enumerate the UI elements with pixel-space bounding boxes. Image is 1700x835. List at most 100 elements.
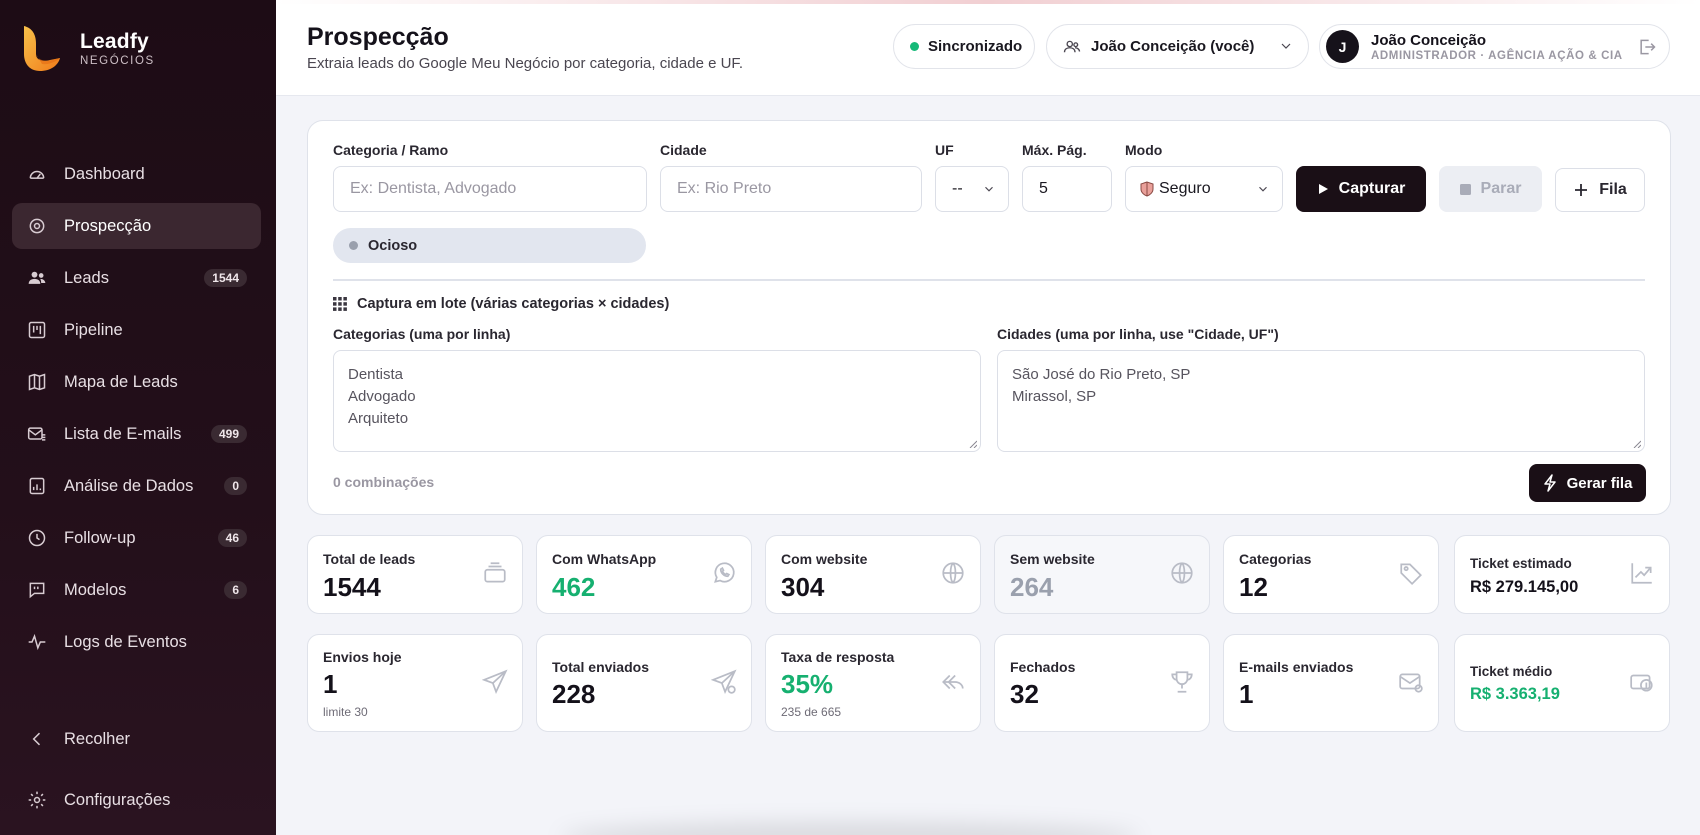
city-label: Cidade bbox=[660, 142, 707, 158]
maxpag-input[interactable]: 5 bbox=[1022, 166, 1112, 212]
stat-value: 462 bbox=[552, 572, 596, 602]
stat-com-website: Com website 304 bbox=[765, 535, 981, 614]
stat-label: Categorias bbox=[1239, 551, 1312, 567]
sidebar-item-mapa-de-leads[interactable]: Mapa de Leads bbox=[12, 359, 261, 405]
modelos-count-badge: 6 bbox=[224, 581, 247, 599]
stat-label: Taxa de resposta bbox=[781, 649, 895, 665]
queue-label: Fila bbox=[1599, 181, 1627, 198]
capture-button[interactable]: Capturar bbox=[1296, 166, 1426, 212]
categories-line: Dentista bbox=[348, 366, 404, 383]
stop-icon bbox=[1459, 183, 1471, 195]
sidebar-item-label: Modelos bbox=[64, 580, 127, 599]
sidebar-item-label: Análise de Dados bbox=[64, 476, 194, 495]
stat-value: 12 bbox=[1239, 572, 1268, 602]
cities-label: Cidades (uma por linha, use "Cidade, UF"… bbox=[997, 326, 1279, 342]
brand[interactable]: Leadfy NEGÓCIOS bbox=[22, 24, 155, 72]
user-name: João Conceição bbox=[1371, 31, 1487, 49]
sidebar-item-analise-de-dados[interactable]: Análise de Dados 0 bbox=[12, 463, 261, 509]
cities-textarea[interactable]: São José do Rio Preto, SP Mirassol, SP bbox=[997, 350, 1645, 452]
mail-list-icon bbox=[26, 423, 48, 445]
gauge-icon bbox=[26, 163, 48, 185]
mode-select[interactable]: Seguro bbox=[1125, 166, 1283, 212]
sync-status-pill[interactable]: Sincronizado bbox=[893, 24, 1035, 69]
resize-handle-icon[interactable] bbox=[969, 440, 977, 448]
stop-button[interactable]: Parar bbox=[1439, 166, 1542, 212]
stat-value: 1 bbox=[323, 669, 338, 699]
chevron-left-icon bbox=[26, 728, 48, 750]
shield-icon bbox=[1140, 181, 1154, 197]
stat-sem-website: Sem website 264 bbox=[994, 535, 1210, 614]
header-accent-line bbox=[276, 0, 1700, 4]
sidebar-item-label: Leads bbox=[64, 268, 109, 287]
city-input[interactable]: Ex: Rio Preto bbox=[660, 166, 922, 212]
avatar: J bbox=[1326, 30, 1359, 63]
analise-count-badge: 0 bbox=[224, 477, 247, 495]
sidebar-item-label: Logs de Eventos bbox=[64, 632, 187, 651]
stat-com-whatsapp: Com WhatsApp 462 bbox=[536, 535, 752, 614]
cities-line: Mirassol, SP bbox=[1012, 388, 1097, 405]
stat-value: 1544 bbox=[323, 572, 381, 602]
user-selector-label: João Conceição (você) bbox=[1091, 38, 1255, 55]
user-role: ADMINISTRADOR · AGÊNCIA AÇÃO & CIA bbox=[1371, 49, 1623, 62]
cities-line: São José do Rio Preto, SP bbox=[1012, 366, 1191, 383]
chevron-down-icon bbox=[985, 186, 993, 192]
sidebar-item-label: Prospecção bbox=[64, 216, 152, 235]
stat-label: Com website bbox=[781, 551, 868, 567]
activity-icon bbox=[26, 631, 48, 653]
mode-value: Seguro bbox=[1159, 180, 1211, 197]
stop-label: Parar bbox=[1480, 180, 1522, 197]
resize-handle-icon[interactable] bbox=[1633, 440, 1641, 448]
play-icon bbox=[1318, 184, 1328, 194]
target-icon bbox=[26, 215, 48, 237]
sidebar-item-follow-up[interactable]: Follow-up 46 bbox=[12, 515, 261, 561]
sidebar-item-pipeline[interactable]: Pipeline bbox=[12, 307, 261, 353]
sidebar-item-lista-de-emails[interactable]: Lista de E-mails 499 bbox=[12, 411, 261, 457]
category-input[interactable]: Ex: Dentista, Advogado bbox=[333, 166, 647, 212]
combinations-count: 0 combinações bbox=[333, 474, 435, 490]
generate-queue-button[interactable]: Gerar fila bbox=[1529, 464, 1646, 502]
sidebar-item-modelos[interactable]: Modelos 6 bbox=[12, 567, 261, 613]
page-title: Prospecção bbox=[307, 23, 449, 51]
stat-label: Envios hoje bbox=[323, 649, 402, 665]
capture-label: Capturar bbox=[1338, 180, 1406, 197]
sidebar-item-dashboard[interactable]: Dashboard bbox=[12, 151, 261, 197]
stat-label: Sem website bbox=[1010, 551, 1095, 567]
chevron-down-icon bbox=[1281, 43, 1291, 49]
sidebar-item-prospeccao[interactable]: Prospecção bbox=[12, 203, 261, 249]
brand-sub: NEGÓCIOS bbox=[80, 54, 155, 67]
user-selector[interactable]: João Conceição (você) bbox=[1046, 24, 1309, 69]
settings-section: Configurações bbox=[12, 777, 261, 829]
send-check-icon bbox=[711, 669, 737, 694]
logout-icon[interactable] bbox=[1637, 37, 1657, 57]
status-badge: Ocioso bbox=[333, 228, 646, 263]
capture-form-card: Categoria / Ramo Ex: Dentista, Advogado … bbox=[307, 120, 1671, 515]
stat-total-enviados: Total enviados 228 bbox=[536, 634, 752, 732]
stat-emails-enviados: E-mails enviados 1 bbox=[1223, 634, 1439, 732]
trophy-icon bbox=[1171, 671, 1193, 693]
emails-count-badge: 499 bbox=[210, 425, 247, 443]
globe-icon bbox=[1171, 562, 1193, 584]
sidebar: Leadfy NEGÓCIOS Dashboard Prospecção Lea… bbox=[0, 0, 276, 835]
user-card[interactable]: J João Conceição ADMINISTRADOR · AGÊNCIA… bbox=[1319, 24, 1670, 69]
generate-queue-label: Gerar fila bbox=[1566, 474, 1633, 492]
stat-value: R$ 3.363,19 bbox=[1470, 685, 1560, 703]
categories-label: Categorias (uma por linha) bbox=[333, 326, 511, 342]
grid-icon bbox=[333, 297, 347, 311]
settings-button[interactable]: Configurações bbox=[12, 777, 261, 823]
uf-select[interactable]: -- bbox=[935, 166, 1009, 212]
categories-textarea[interactable]: Dentista Advogado Arquiteto bbox=[333, 350, 981, 452]
mail-check-icon bbox=[1399, 673, 1423, 693]
stat-label: E-mails enviados bbox=[1239, 659, 1354, 675]
stat-note: limite 30 bbox=[323, 705, 368, 719]
sidebar-item-leads[interactable]: Leads 1544 bbox=[12, 255, 261, 301]
stat-label: Com WhatsApp bbox=[552, 551, 657, 567]
stat-label: Total de leads bbox=[323, 551, 416, 567]
collapse-button[interactable]: Recolher bbox=[12, 716, 261, 762]
globe-icon bbox=[942, 562, 964, 584]
sidebar-nav: Dashboard Prospecção Leads 1544 Pipeline… bbox=[12, 151, 261, 671]
queue-button[interactable]: Fila bbox=[1555, 168, 1645, 212]
sidebar-item-logs-de-eventos[interactable]: Logs de Eventos bbox=[12, 619, 261, 665]
clock-icon bbox=[26, 527, 48, 549]
stat-label: Ticket médio bbox=[1470, 664, 1553, 679]
stat-value: 1 bbox=[1239, 679, 1254, 709]
